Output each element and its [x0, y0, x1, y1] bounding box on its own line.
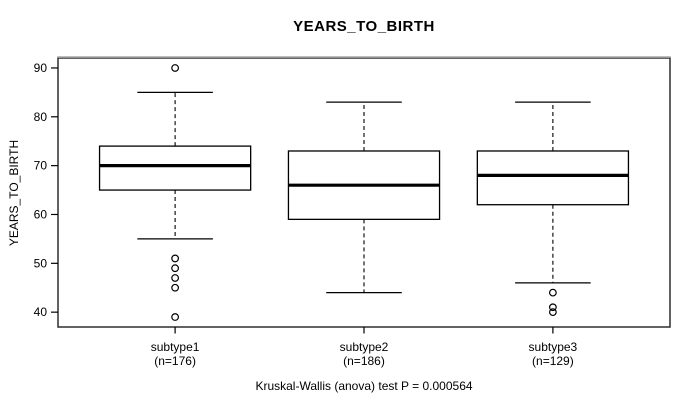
boxplot-group-subtype3: subtype3(n=129) — [476, 101, 630, 368]
outlier-point — [171, 264, 180, 273]
group-count-label: (n=129) — [532, 354, 574, 368]
outlier-point — [171, 64, 180, 72]
boxplot-group-subtype1: subtype1(n=176) — [98, 64, 252, 368]
outlier-point — [171, 313, 180, 321]
iqr-box — [98, 145, 252, 191]
y-tick-label: 40 — [34, 305, 48, 319]
y-tick-label: 80 — [34, 110, 48, 124]
outlier-point — [171, 274, 180, 282]
y-tick-label: 90 — [34, 61, 48, 75]
stat-test-caption: Kruskal-Wallis (anova) test P = 0.000564 — [255, 379, 473, 393]
group-label: subtype2 — [340, 340, 389, 354]
outlier-point — [548, 308, 557, 317]
outlier-point — [548, 288, 557, 297]
group-count-label: (n=186) — [343, 354, 385, 368]
y-tick-label: 70 — [34, 159, 48, 173]
outlier-point — [171, 254, 180, 263]
boxplot-group-subtype2: subtype2(n=186) — [287, 101, 441, 368]
outlier-point — [171, 283, 180, 292]
chart-title: YEARS_TO_BIRTH — [293, 18, 435, 35]
y-axis: 40 50 60 70 80 90 — [34, 61, 58, 319]
y-tick-label: 50 — [34, 256, 48, 270]
group-label: subtype3 — [529, 340, 578, 354]
group-label: subtype1 — [151, 340, 200, 354]
iqr-box — [476, 150, 630, 206]
y-tick-label: 60 — [34, 207, 48, 221]
outlier-point — [548, 303, 557, 312]
group-count-label: (n=176) — [154, 354, 196, 368]
